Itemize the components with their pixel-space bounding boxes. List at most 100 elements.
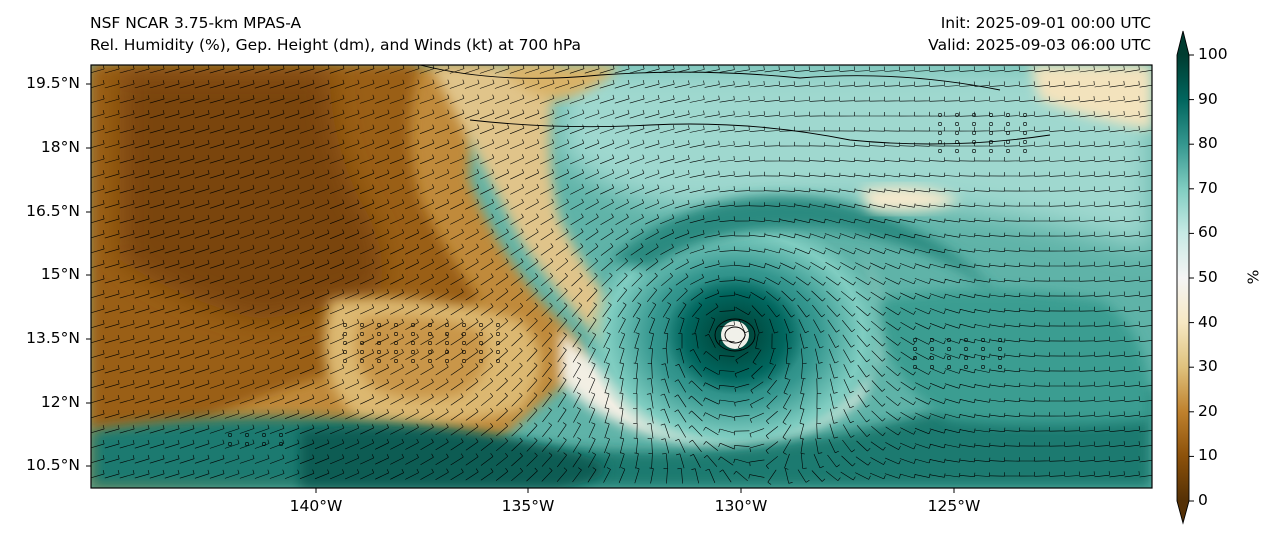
wind-barb [149, 379, 165, 389]
wind-barb [719, 65, 735, 73]
wind-barb [134, 185, 150, 194]
wind-barb [854, 96, 870, 102]
wind-barb [1034, 66, 1050, 73]
wind-barb [944, 398, 961, 404]
wind-barb [404, 94, 420, 104]
wind-barb [390, 348, 404, 360]
wind-barb [149, 469, 165, 479]
wind-barb [614, 109, 630, 119]
wind-barb [899, 96, 915, 102]
wind-barb [194, 319, 210, 329]
wind-barb [344, 109, 360, 119]
wind-barb [344, 199, 360, 209]
rain-marker [478, 331, 483, 336]
wind-barb [1109, 171, 1125, 178]
wind-barb [524, 124, 540, 135]
wind-barb [314, 334, 330, 345]
wind-barb [796, 290, 811, 302]
wind-barb [359, 229, 375, 240]
wind-barb [164, 259, 180, 269]
wind-barb [1049, 231, 1065, 237]
wind-barb [554, 139, 570, 150]
wind-barb [915, 412, 931, 420]
wind-barb [1019, 202, 1035, 207]
wind-barb [1049, 441, 1065, 447]
wind-barb [269, 439, 285, 449]
wind-barb [1094, 201, 1110, 207]
wind-barb [239, 124, 255, 134]
wind-barb [450, 408, 464, 421]
wind-barb [944, 308, 961, 314]
wind-barb [329, 274, 345, 285]
wind-barb [885, 426, 901, 436]
wind-barb [1109, 276, 1125, 282]
wind-barb [659, 95, 675, 104]
wind-barb [749, 141, 765, 147]
wind-barb [149, 155, 165, 164]
wind-barb [734, 80, 750, 88]
wind-barb [944, 353, 961, 359]
wind-barb [209, 439, 225, 449]
wind-barb [795, 276, 811, 286]
wind-barb [1034, 171, 1050, 177]
wind-barb [299, 319, 315, 330]
wind-barb [194, 169, 210, 179]
wind-barb [359, 139, 375, 149]
wind-barb [662, 348, 668, 364]
wind-barb [209, 169, 225, 179]
wind-barb [194, 379, 210, 389]
wind-barb [91, 65, 105, 73]
wind-barb [209, 199, 225, 209]
rain-marker [228, 441, 233, 446]
rain-marker [971, 149, 976, 154]
rain-marker [954, 149, 959, 154]
rain-marker [1022, 131, 1027, 136]
wind-barb [649, 467, 654, 484]
wind-barb [420, 199, 435, 210]
wind-barb [209, 289, 225, 299]
wind-barb [1019, 111, 1035, 117]
wind-barb [689, 454, 701, 468]
wind-barb [663, 332, 669, 349]
wind-barb [634, 347, 639, 364]
wind-barb [842, 424, 855, 438]
wind-barb [119, 215, 135, 224]
wind-barb [914, 96, 930, 102]
wind-barb [405, 393, 419, 405]
wind-barb [284, 379, 300, 389]
wind-barb [899, 157, 916, 162]
wind-barb [989, 427, 1006, 432]
wind-barb [299, 259, 315, 269]
wind-barb [809, 81, 825, 87]
wind-barb [91, 290, 105, 299]
rain-marker [495, 331, 500, 336]
wind-barb [359, 124, 375, 134]
wind-barb [314, 244, 330, 254]
wind-barb [134, 364, 150, 374]
wind-barb [557, 437, 567, 453]
wind-barb [194, 80, 210, 89]
wind-barb [885, 306, 901, 316]
wind-barb [779, 141, 795, 147]
rain-marker [359, 349, 364, 354]
wind-barb [464, 154, 480, 165]
wind-barb [959, 263, 976, 268]
wind-barb [614, 79, 630, 89]
wind-barb [224, 379, 240, 389]
wind-barb [510, 243, 524, 256]
wind-barb [674, 424, 687, 438]
wind-barb [871, 410, 886, 422]
wind-barb [1079, 471, 1095, 477]
wind-barb [209, 80, 225, 89]
wind-barb [677, 468, 683, 484]
wind-barb [239, 229, 255, 239]
wind-barb [914, 292, 931, 300]
wind-barb [496, 377, 508, 392]
wind-barb [914, 187, 931, 193]
wind-barb [299, 94, 315, 104]
wind-barb [619, 392, 624, 409]
rain-marker [376, 349, 381, 354]
wind-barb [435, 213, 449, 225]
wind-barb [134, 319, 150, 329]
wind-barb [119, 110, 135, 119]
